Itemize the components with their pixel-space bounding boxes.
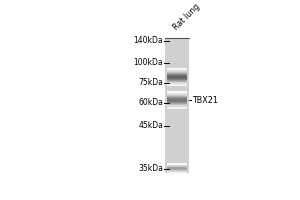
Bar: [167, 79, 188, 80]
Bar: [167, 71, 188, 72]
Bar: [167, 96, 188, 97]
Bar: [167, 104, 188, 105]
Bar: [167, 165, 188, 166]
Bar: [167, 169, 188, 170]
Bar: [167, 173, 188, 174]
Bar: [167, 78, 188, 79]
Bar: [167, 83, 188, 84]
Bar: [167, 94, 188, 95]
Text: Rat lung: Rat lung: [172, 3, 202, 32]
Bar: [167, 97, 188, 98]
Bar: [167, 167, 188, 168]
Bar: [167, 167, 188, 168]
Bar: [167, 91, 188, 92]
Bar: [167, 75, 188, 76]
Bar: [167, 168, 188, 169]
Bar: [167, 71, 188, 72]
Bar: [167, 80, 188, 81]
Bar: [167, 172, 188, 173]
Bar: [167, 73, 188, 74]
Bar: [167, 165, 188, 166]
Bar: [167, 107, 188, 108]
Text: 35kDa: 35kDa: [138, 164, 163, 173]
Bar: [167, 79, 188, 80]
Bar: [167, 99, 188, 100]
Bar: [167, 92, 188, 93]
Bar: [167, 170, 188, 171]
Bar: [167, 95, 188, 96]
Bar: [167, 100, 188, 101]
Bar: [167, 99, 188, 100]
Bar: [167, 76, 188, 77]
Bar: [167, 85, 188, 86]
Bar: [167, 163, 188, 164]
Text: TBX21: TBX21: [192, 96, 218, 105]
Bar: [167, 102, 188, 103]
Bar: [167, 77, 188, 78]
Bar: [167, 98, 188, 99]
Bar: [167, 166, 188, 167]
Bar: [167, 103, 188, 104]
Text: 140kDa: 140kDa: [134, 36, 163, 45]
Bar: [167, 164, 188, 165]
Text: 100kDa: 100kDa: [134, 58, 163, 67]
Bar: [167, 171, 188, 172]
Bar: [167, 80, 188, 81]
Bar: [167, 166, 188, 167]
Bar: [167, 101, 188, 102]
Bar: [167, 84, 188, 85]
Bar: [167, 107, 188, 108]
Bar: [167, 108, 188, 109]
Bar: [167, 92, 188, 93]
Bar: [167, 163, 188, 164]
Bar: [167, 70, 188, 71]
Bar: [167, 106, 188, 107]
Bar: [167, 68, 188, 69]
Bar: [167, 72, 188, 73]
Bar: [167, 78, 188, 79]
Bar: [167, 82, 188, 83]
Text: 75kDa: 75kDa: [138, 78, 163, 87]
Bar: [167, 72, 188, 73]
Text: 45kDa: 45kDa: [138, 121, 163, 130]
Bar: [167, 171, 188, 172]
Bar: [167, 85, 188, 86]
Text: 60kDa: 60kDa: [138, 98, 163, 107]
Bar: [167, 74, 188, 75]
Bar: [167, 105, 188, 106]
Bar: [167, 81, 188, 82]
Bar: [167, 101, 188, 102]
Bar: [167, 69, 188, 70]
Bar: [167, 94, 188, 95]
Bar: [167, 73, 188, 74]
Bar: [167, 93, 188, 94]
Bar: [167, 84, 188, 85]
Bar: [167, 106, 188, 107]
Bar: [167, 172, 188, 173]
Bar: [165, 38, 189, 173]
Bar: [167, 93, 188, 94]
Bar: [167, 164, 188, 165]
Bar: [167, 100, 188, 101]
